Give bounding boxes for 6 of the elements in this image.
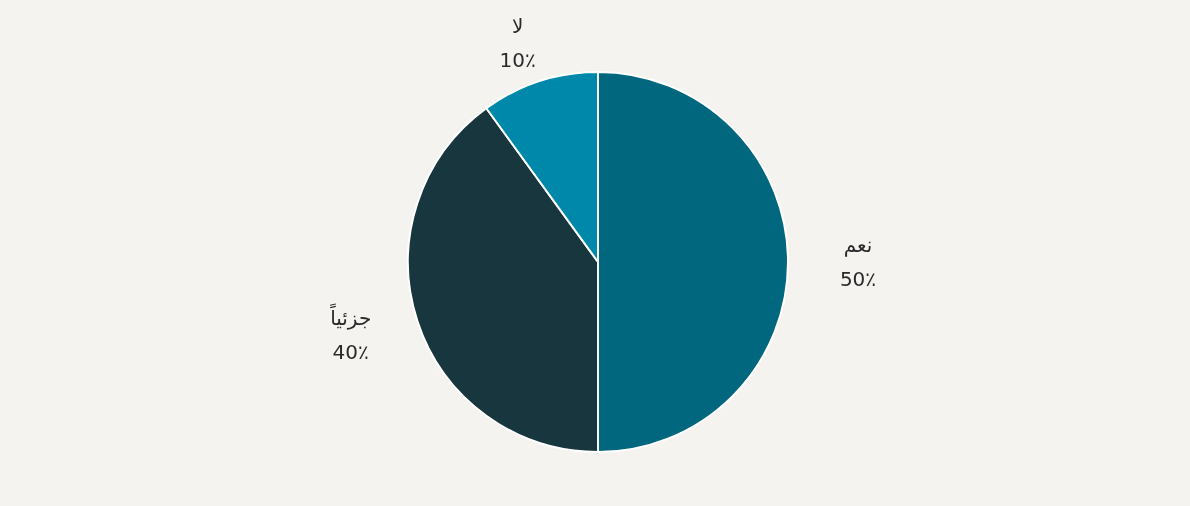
slice-label: نعم — [843, 233, 873, 257]
slice-label: لا — [511, 14, 524, 39]
data-label: 10٪ — [499, 48, 536, 73]
data-label: 40٪ — [332, 339, 369, 364]
slice-label: جزئياً — [329, 303, 372, 330]
data-label: 50٪ — [839, 267, 877, 291]
